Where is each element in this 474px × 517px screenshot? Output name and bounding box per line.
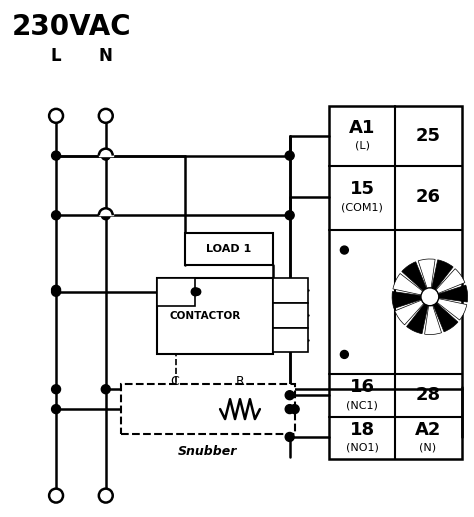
Circle shape	[340, 351, 348, 358]
Bar	[273, 328, 308, 353]
Bar	[273, 303, 308, 328]
Wedge shape	[395, 300, 425, 325]
Circle shape	[52, 211, 61, 220]
Circle shape	[340, 246, 348, 254]
Circle shape	[101, 211, 110, 220]
Wedge shape	[436, 298, 467, 320]
Wedge shape	[438, 285, 468, 302]
Circle shape	[52, 385, 61, 394]
Bar	[121, 384, 295, 434]
Text: A2: A2	[415, 421, 441, 439]
Text: L: L	[51, 47, 61, 65]
Circle shape	[99, 109, 113, 123]
Wedge shape	[433, 302, 458, 332]
Text: (NO1): (NO1)	[346, 443, 379, 453]
Text: 230VAC: 230VAC	[11, 13, 131, 41]
Text: NO: NO	[282, 285, 298, 295]
Text: C: C	[170, 375, 179, 388]
Bar	[157, 278, 195, 306]
Wedge shape	[431, 260, 453, 291]
Text: 28: 28	[415, 386, 440, 404]
Text: 26: 26	[415, 188, 440, 206]
Text: (COM1): (COM1)	[341, 202, 383, 212]
Circle shape	[49, 109, 63, 123]
Text: 18: 18	[350, 421, 375, 439]
Text: (L): (L)	[355, 141, 370, 150]
Wedge shape	[435, 269, 465, 294]
Wedge shape	[402, 262, 427, 292]
Circle shape	[285, 433, 294, 442]
Bar	[185, 233, 273, 265]
Wedge shape	[393, 273, 424, 295]
Circle shape	[191, 288, 199, 296]
Circle shape	[290, 405, 299, 414]
Text: COM: COM	[277, 310, 302, 320]
Circle shape	[52, 287, 61, 296]
Text: (N): (N)	[419, 443, 437, 453]
Text: 15: 15	[350, 180, 375, 199]
Text: CONTACTOR: CONTACTOR	[170, 311, 241, 321]
Bar	[329, 106, 462, 459]
Circle shape	[49, 489, 63, 503]
Text: A1: A1	[349, 119, 375, 137]
Wedge shape	[407, 303, 428, 334]
Text: (NC1): (NC1)	[346, 400, 378, 410]
Text: Snubber: Snubber	[177, 445, 237, 459]
Circle shape	[421, 288, 439, 306]
Circle shape	[52, 151, 61, 160]
Circle shape	[285, 151, 294, 160]
Circle shape	[101, 151, 110, 160]
Circle shape	[52, 285, 61, 294]
Text: N: N	[99, 47, 113, 65]
Text: A1: A1	[283, 334, 297, 344]
Circle shape	[285, 211, 294, 220]
Wedge shape	[392, 292, 422, 309]
Wedge shape	[425, 305, 442, 334]
Text: R: R	[236, 375, 245, 388]
Text: 25: 25	[415, 127, 440, 145]
Wedge shape	[418, 259, 435, 289]
Text: A2: A2	[168, 287, 184, 297]
Circle shape	[101, 385, 110, 394]
Circle shape	[194, 288, 201, 295]
Circle shape	[285, 391, 294, 400]
Text: 16: 16	[350, 378, 375, 396]
Circle shape	[99, 489, 113, 503]
Bar	[273, 278, 308, 303]
Circle shape	[285, 405, 294, 414]
Circle shape	[52, 405, 61, 414]
Bar	[157, 278, 273, 355]
Text: LOAD 1: LOAD 1	[206, 244, 252, 254]
